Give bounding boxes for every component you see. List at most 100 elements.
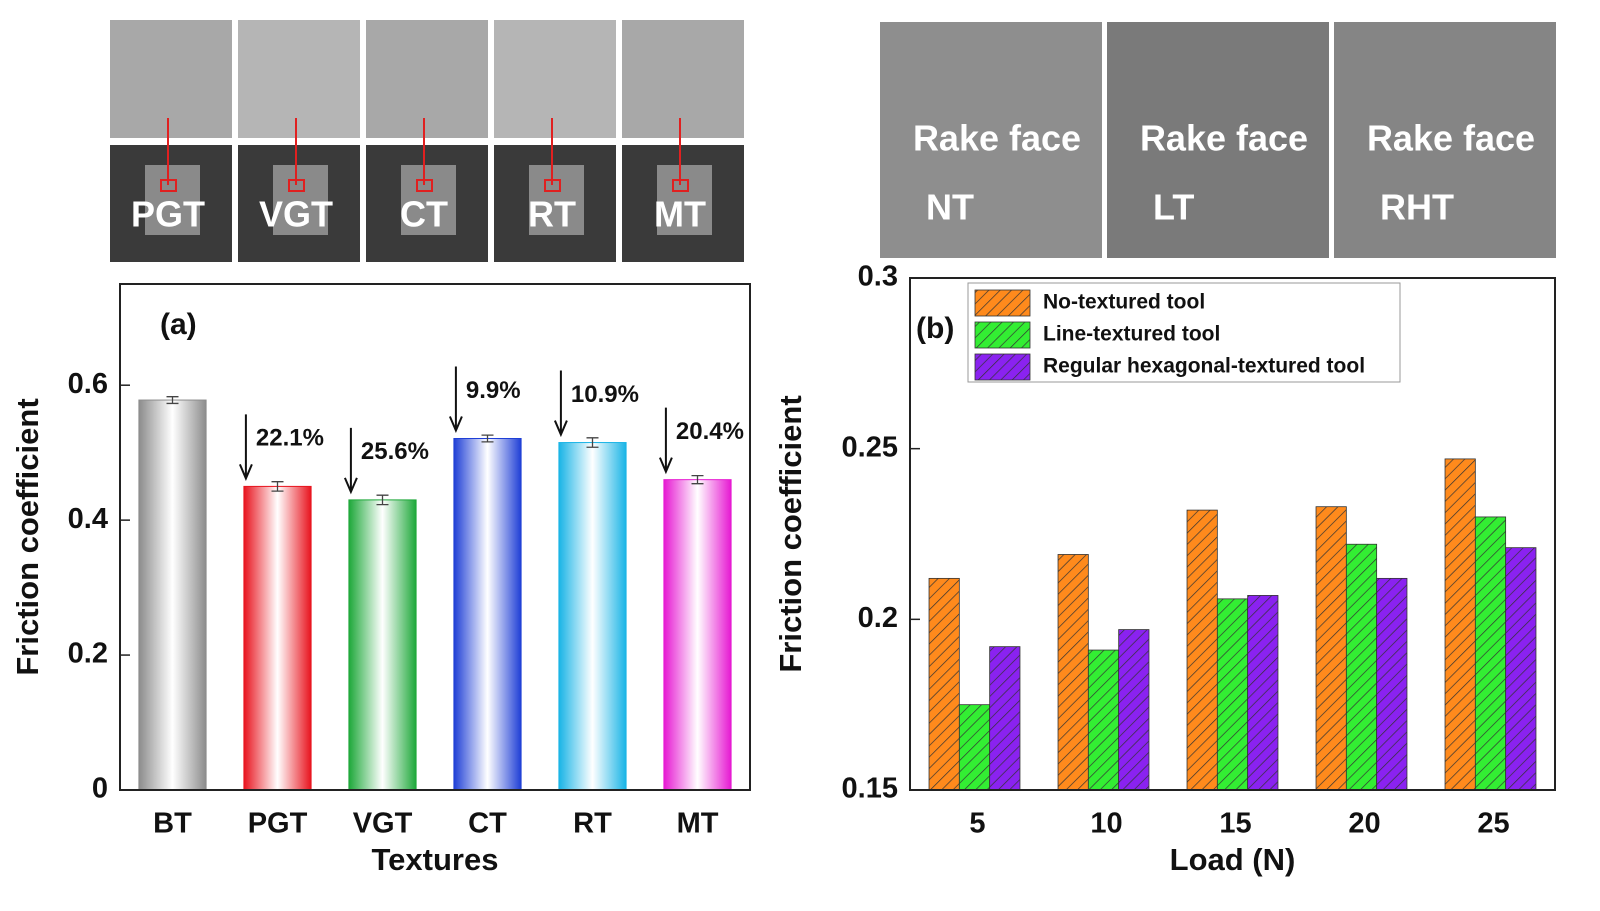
bar [1315,506,1347,791]
legend-swatch [974,321,1031,349]
plot-frame [119,283,751,791]
legend-label: Line-textured tool [1043,323,1220,346]
marker-box [288,179,305,192]
annotation-arrow [658,407,673,475]
x-tick-label: RT [573,808,612,840]
annotation: 22.1% [256,425,324,452]
bar [453,437,522,791]
sem-image [622,20,744,138]
legend-swatch [974,353,1031,381]
x-tick-label: VGT [353,808,413,840]
y-tick-label: 0.25 [842,431,898,463]
texture-area [657,165,712,235]
x-axis-title: Load (N) [1170,842,1296,877]
bar [1444,458,1476,791]
image-label: PGT [131,194,205,235]
marker-box [544,179,561,192]
annotation: 9.9% [466,377,521,404]
bar [958,704,991,791]
x-tick-label: 10 [1090,808,1122,840]
annotation-arrow [553,370,568,438]
x-tick-label: MT [677,808,719,840]
marker-box [160,179,177,192]
image-label: LT [1153,187,1194,228]
image-label: RHT [1380,187,1454,228]
bar [1247,595,1279,791]
image-title: Rake face [913,118,1081,159]
panel-label: (a) [160,308,197,341]
x-tick-label: 20 [1348,808,1380,840]
image-label: VGT [259,194,333,235]
x-tick-label: CT [468,808,507,840]
sem-image [1334,22,1556,258]
y-axis-title: Friction coefficient [10,398,45,675]
texture-area [145,165,200,235]
bar [558,442,627,791]
x-tick-label: PGT [248,808,308,840]
bar [1474,516,1507,791]
bar [663,479,732,791]
bar [1376,577,1408,791]
legend-box [967,282,1401,383]
sem-image [880,22,1102,258]
bar [1087,649,1120,791]
annotation: 20.4% [676,418,744,445]
texture-area [401,165,456,235]
bar [1505,547,1537,791]
image-label: RT [528,194,576,235]
texture-area [529,165,584,235]
error-bar [481,434,494,443]
y-axis-title: Friction coefficient [773,395,808,672]
bar [138,399,207,791]
x-tick-label: BT [153,808,192,840]
x-tick-label: 15 [1219,808,1251,840]
error-bar [271,481,284,492]
bar [989,646,1021,791]
bar [1057,554,1089,791]
plot-frame [909,277,1556,791]
annotation-arrow [343,427,358,495]
bar [348,499,417,791]
annotation-arrow [448,366,463,434]
image-title: Rake face [1140,118,1308,159]
marker-box [416,179,433,192]
bar [243,485,312,791]
image-label: MT [654,194,706,235]
bar [1345,543,1378,791]
x-tick-label: 5 [969,808,985,840]
sem-image [110,20,232,138]
sem-image [238,20,360,138]
bar [928,577,960,791]
annotation: 25.6% [361,438,429,465]
y-tick-label: 0 [92,773,108,805]
error-bar [586,437,599,448]
panel-label: (b) [916,312,954,345]
y-tick-label: 0.4 [68,503,108,535]
y-tick-label: 0.15 [842,773,898,805]
y-tick-label: 0.3 [858,261,898,293]
legend-swatch [974,289,1031,317]
x-tick-label: 25 [1477,808,1509,840]
texture-area [273,165,328,235]
bar [1186,509,1218,791]
sem-image [1107,22,1329,258]
error-bar [166,396,179,405]
marker-box [672,179,689,192]
image-title: Rake face [1367,118,1535,159]
legend-label: Regular hexagonal-textured tool [1043,355,1365,378]
image-label: NT [926,187,974,228]
annotation-arrow [238,414,253,481]
bar [1216,598,1249,791]
legend-label: No-textured tool [1043,291,1205,314]
bar [1118,629,1150,791]
x-axis-title: Textures [372,842,499,877]
image-label: CT [400,194,448,235]
sem-image [494,20,616,138]
error-bar [691,474,704,485]
y-tick-label: 0.2 [858,602,898,634]
error-bar [376,494,389,506]
y-tick-label: 0.6 [68,368,108,400]
y-tick-label: 0.2 [68,638,108,670]
annotation: 10.9% [571,381,639,408]
